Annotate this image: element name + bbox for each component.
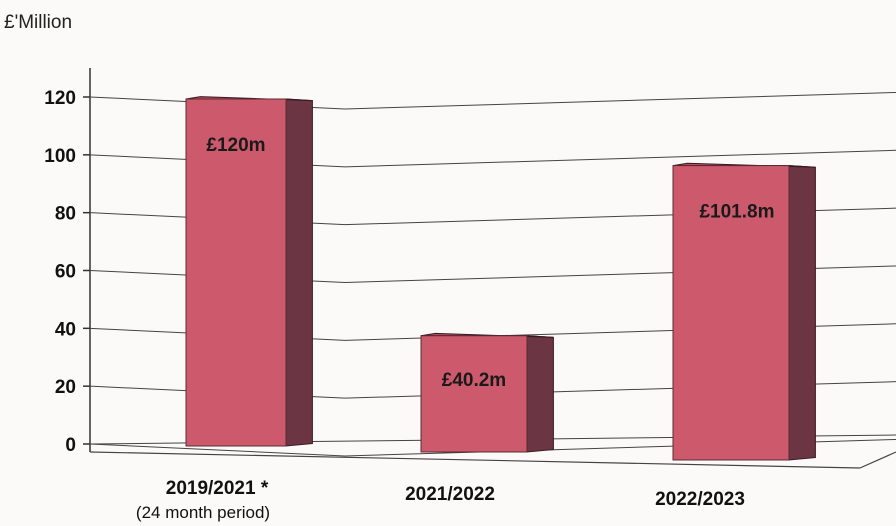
x-tick-note-0: (24 month period) xyxy=(136,503,270,522)
floor-right-edge xyxy=(859,451,896,469)
y-tick-label-60: 60 xyxy=(55,262,76,283)
bar-side-2 xyxy=(788,165,816,461)
y-tick-label-0: 0 xyxy=(65,435,76,456)
floor-front-edge xyxy=(89,451,861,469)
gridline-0 xyxy=(89,443,346,457)
bar-2 xyxy=(672,165,790,461)
y-tick-label-80: 80 xyxy=(55,204,76,225)
x-tick-label-1: 2021/2022 xyxy=(405,484,495,505)
gridline-back-100 xyxy=(344,149,896,168)
y-tick-label-20: 20 xyxy=(55,377,76,398)
bar-1 xyxy=(420,335,528,453)
x-tick-label-2: 2022/2023 xyxy=(655,489,745,510)
bar-side-1 xyxy=(526,335,554,453)
y-tick-label-120: 120 xyxy=(44,88,76,109)
gridline-back-120 xyxy=(344,91,896,110)
bar-0 xyxy=(185,98,287,447)
data-label-0: £120m xyxy=(206,135,265,156)
x-tick-label-0: 2019/2021 * xyxy=(166,478,269,499)
bar-side-0 xyxy=(285,98,313,447)
y-axis-unit-label: £'Million xyxy=(4,12,73,33)
data-label-2: £101.8m xyxy=(699,202,774,223)
y-tick-label-40: 40 xyxy=(55,319,76,340)
data-label-1: £40.2m xyxy=(442,370,506,391)
y-tick-label-100: 100 xyxy=(44,146,76,167)
